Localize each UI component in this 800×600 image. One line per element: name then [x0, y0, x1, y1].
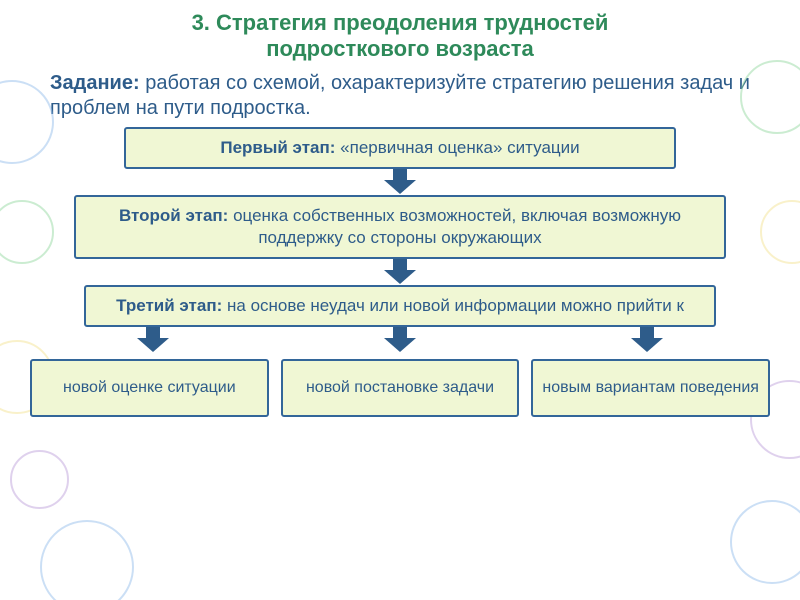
outcome-3-text: новым вариантам поведения	[542, 378, 759, 399]
stage-2-bold: Второй этап:	[119, 206, 228, 225]
stage-1-rest: «первичная оценка» ситуации	[335, 138, 579, 157]
bg-circle	[0, 200, 54, 264]
arrow-down-icon	[133, 325, 173, 355]
arrow-down-icon	[380, 167, 420, 197]
title-line2: подросткового возраста	[266, 36, 534, 61]
task-text: работая со схемой, охарактеризуйте страт…	[50, 72, 750, 119]
outcome-1-text: новой оценке ситуации	[63, 378, 236, 399]
arrow-down-icon	[627, 325, 667, 355]
stage-3-bold: Третий этап:	[116, 296, 222, 315]
stage-1-bold: Первый этап:	[220, 138, 335, 157]
bg-circle	[760, 200, 800, 264]
outcome-3-box: новым вариантам поведения	[531, 359, 770, 417]
arrow-1	[0, 167, 800, 197]
stage-3-box: Третий этап: на основе неудач или новой …	[84, 285, 716, 327]
bg-circle	[10, 450, 69, 509]
task-label: Задание:	[50, 72, 140, 94]
outcome-2-text: новой постановке задачи	[306, 378, 494, 399]
stage-3-rest: на основе неудач или новой информации мо…	[222, 296, 684, 315]
slide-title: 3. Стратегия преодоления трудностей подр…	[0, 0, 800, 63]
bg-circle	[40, 520, 134, 600]
stage-2-box: Второй этап: оценка собственных возможно…	[74, 195, 726, 259]
outcome-1-box: новой оценке ситуации	[30, 359, 269, 417]
task-block: Задание: работая со схемой, охарактеризу…	[0, 63, 800, 127]
arrow-2	[0, 257, 800, 287]
arrow-down-icon	[380, 325, 420, 355]
bg-circle	[730, 500, 800, 584]
stage-1-box: Первый этап: «первичная оценка» ситуации	[124, 127, 676, 169]
arrow-down-icon	[380, 257, 420, 287]
stage-2-rest: оценка собственных возможностей, включая…	[228, 206, 681, 247]
title-line1: 3. Стратегия преодоления трудностей	[192, 10, 609, 35]
arrow-row-3	[0, 325, 800, 357]
outcomes-row: новой оценке ситуации новой постановке з…	[0, 359, 800, 417]
outcome-2-box: новой постановке задачи	[281, 359, 520, 417]
